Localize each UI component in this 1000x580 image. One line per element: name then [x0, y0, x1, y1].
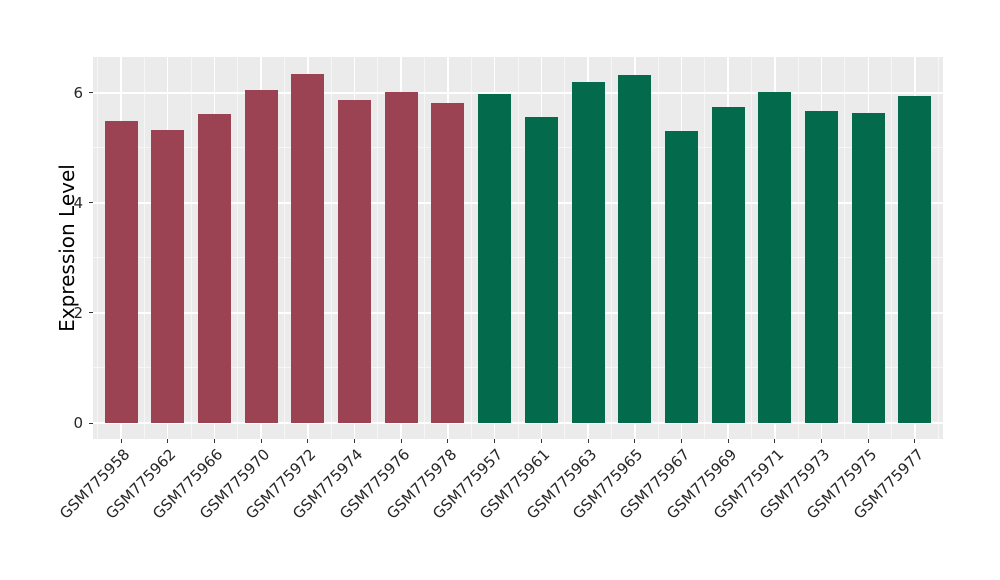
gridline-minor-vertical	[190, 57, 192, 439]
x-tick-mark	[120, 439, 122, 443]
gridline-minor-vertical	[424, 57, 426, 439]
x-tick-mark	[821, 439, 823, 443]
bar-GSM775974	[338, 100, 372, 424]
bar-GSM775962	[151, 129, 185, 424]
bar-GSM775977	[898, 95, 932, 424]
x-tick-mark	[587, 439, 589, 443]
gridline-minor-vertical	[143, 57, 145, 439]
y-tick-mark	[89, 92, 93, 94]
gridline-minor-vertical	[844, 57, 846, 439]
gridline-minor-vertical	[751, 57, 753, 439]
gridline-minor-vertical	[564, 57, 566, 439]
gridline-minor-vertical	[797, 57, 799, 439]
x-tick-mark	[774, 439, 776, 443]
y-tick-mark	[89, 202, 93, 204]
x-tick-mark	[494, 439, 496, 443]
x-tick-mark	[167, 439, 169, 443]
gridline-minor-vertical	[330, 57, 332, 439]
y-tick-label: 2	[73, 303, 83, 322]
bar-GSM775957	[478, 93, 512, 424]
x-tick-mark	[260, 439, 262, 443]
x-tick-mark	[447, 439, 449, 443]
bar-GSM775976	[384, 91, 418, 424]
y-tick-mark	[89, 422, 93, 424]
bar-GSM775978	[431, 103, 465, 424]
y-tick-label: 0	[73, 414, 83, 433]
bar-GSM775963	[571, 81, 605, 424]
gridline-major-horizontal	[93, 202, 943, 204]
x-tick-mark	[540, 439, 542, 443]
bar-GSM775966	[197, 113, 231, 424]
x-tick-mark	[680, 439, 682, 443]
gridline-minor-vertical	[237, 57, 239, 439]
bar-GSM775972	[291, 74, 325, 424]
gridline-minor-vertical	[657, 57, 659, 439]
gridline-major-horizontal	[93, 422, 943, 424]
x-tick-mark	[307, 439, 309, 443]
y-tick-label: 6	[73, 83, 83, 102]
bar-GSM775967	[664, 130, 698, 424]
x-tick-mark	[213, 439, 215, 443]
bar-GSM775965	[618, 75, 652, 424]
y-tick-mark	[89, 312, 93, 314]
x-tick-mark	[727, 439, 729, 443]
bar-GSM775958	[104, 120, 138, 424]
x-tick-mark	[867, 439, 869, 443]
x-tick-mark	[354, 439, 356, 443]
x-tick-mark	[634, 439, 636, 443]
gridline-minor-vertical	[377, 57, 379, 439]
bar-GSM775973	[805, 111, 839, 424]
gridline-minor-vertical	[891, 57, 893, 439]
bar-GSM775961	[524, 116, 558, 424]
gridline-minor-vertical	[704, 57, 706, 439]
gridline-major-horizontal	[93, 312, 943, 314]
y-tick-label: 4	[73, 193, 83, 212]
bar-GSM775971	[758, 92, 792, 424]
gridline-minor-vertical	[97, 57, 99, 439]
plot-panel	[93, 57, 943, 439]
gridline-minor-vertical	[610, 57, 612, 439]
x-tick-mark	[400, 439, 402, 443]
gridline-major-horizontal	[93, 92, 943, 94]
bar-GSM775975	[851, 112, 885, 424]
bar-GSM775970	[244, 90, 278, 424]
x-tick-mark	[914, 439, 916, 443]
gridline-minor-vertical	[937, 57, 939, 439]
bar-GSM775969	[711, 107, 745, 424]
gridline-minor-vertical	[283, 57, 285, 439]
gridline-minor-vertical	[470, 57, 472, 439]
gridline-minor-vertical	[517, 57, 519, 439]
